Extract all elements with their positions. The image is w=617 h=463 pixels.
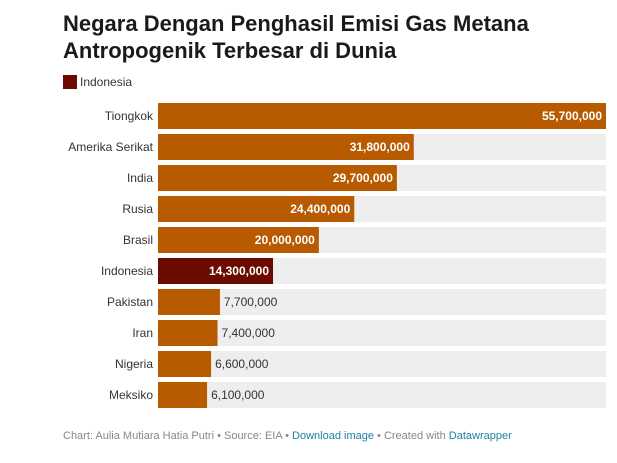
value-label: 6,600,000 — [215, 357, 269, 371]
chart-title: Negara Dengan Penghasil Emisi Gas Metana… — [63, 10, 603, 64]
bar — [158, 165, 397, 191]
bar-track — [158, 351, 606, 377]
value-label: 55,700,000 — [542, 109, 602, 123]
bar — [158, 227, 319, 253]
chart-title-line1: Negara Dengan Penghasil Emisi Gas Metana — [63, 11, 529, 36]
value-label: 24,400,000 — [290, 202, 350, 216]
bar — [158, 258, 274, 284]
value-label: 7,700,000 — [224, 295, 278, 309]
bar — [158, 196, 355, 222]
download-image-link[interactable]: Download image — [292, 430, 374, 442]
category-label: Meksiko — [109, 388, 153, 402]
category-label: Rusia — [122, 202, 153, 216]
chart-title-line2: Antropogenik Terbesar di Dunia — [63, 38, 397, 63]
chart-footer: Chart: Aulia Mutiara Hatia Putri • Sourc… — [63, 430, 512, 442]
category-label: Nigeria — [115, 357, 153, 371]
bar-track — [158, 289, 606, 315]
category-label: Indonesia — [101, 264, 153, 278]
bar — [158, 382, 208, 408]
value-label: 14,300,000 — [209, 264, 269, 278]
bar-track — [158, 320, 606, 346]
bar — [158, 134, 414, 160]
category-label: Pakistan — [107, 295, 153, 309]
datawrapper-link[interactable]: Datawrapper — [448, 430, 512, 442]
value-label: 7,400,000 — [222, 326, 276, 340]
bar — [158, 289, 220, 315]
bar — [158, 320, 218, 346]
chart-legend: Indonesia — [63, 75, 132, 89]
footer-separator: • — [282, 430, 293, 442]
footer-created-prefix: Created with — [383, 430, 449, 442]
value-label: 31,800,000 — [350, 140, 410, 154]
footer-separator: • — [373, 430, 384, 442]
footer-source: Source: EIA — [223, 430, 283, 442]
value-label: 20,000,000 — [255, 233, 315, 247]
value-label: 29,700,000 — [333, 171, 393, 185]
legend-swatch — [63, 75, 77, 89]
footer-separator: • — [214, 430, 224, 442]
bar — [158, 103, 606, 129]
legend-label: Indonesia — [80, 75, 133, 89]
footer-credit: Chart: Aulia Mutiara Hatia Putri — [63, 430, 215, 442]
value-label: 6,100,000 — [211, 388, 265, 402]
category-label: Tiongkok — [105, 109, 154, 123]
category-label: India — [127, 171, 153, 185]
category-label: Iran — [132, 326, 153, 340]
bar — [158, 351, 212, 377]
category-label: Amerika Serikat — [68, 140, 153, 154]
bar-track — [158, 382, 606, 408]
category-label: Brasil — [123, 233, 153, 247]
